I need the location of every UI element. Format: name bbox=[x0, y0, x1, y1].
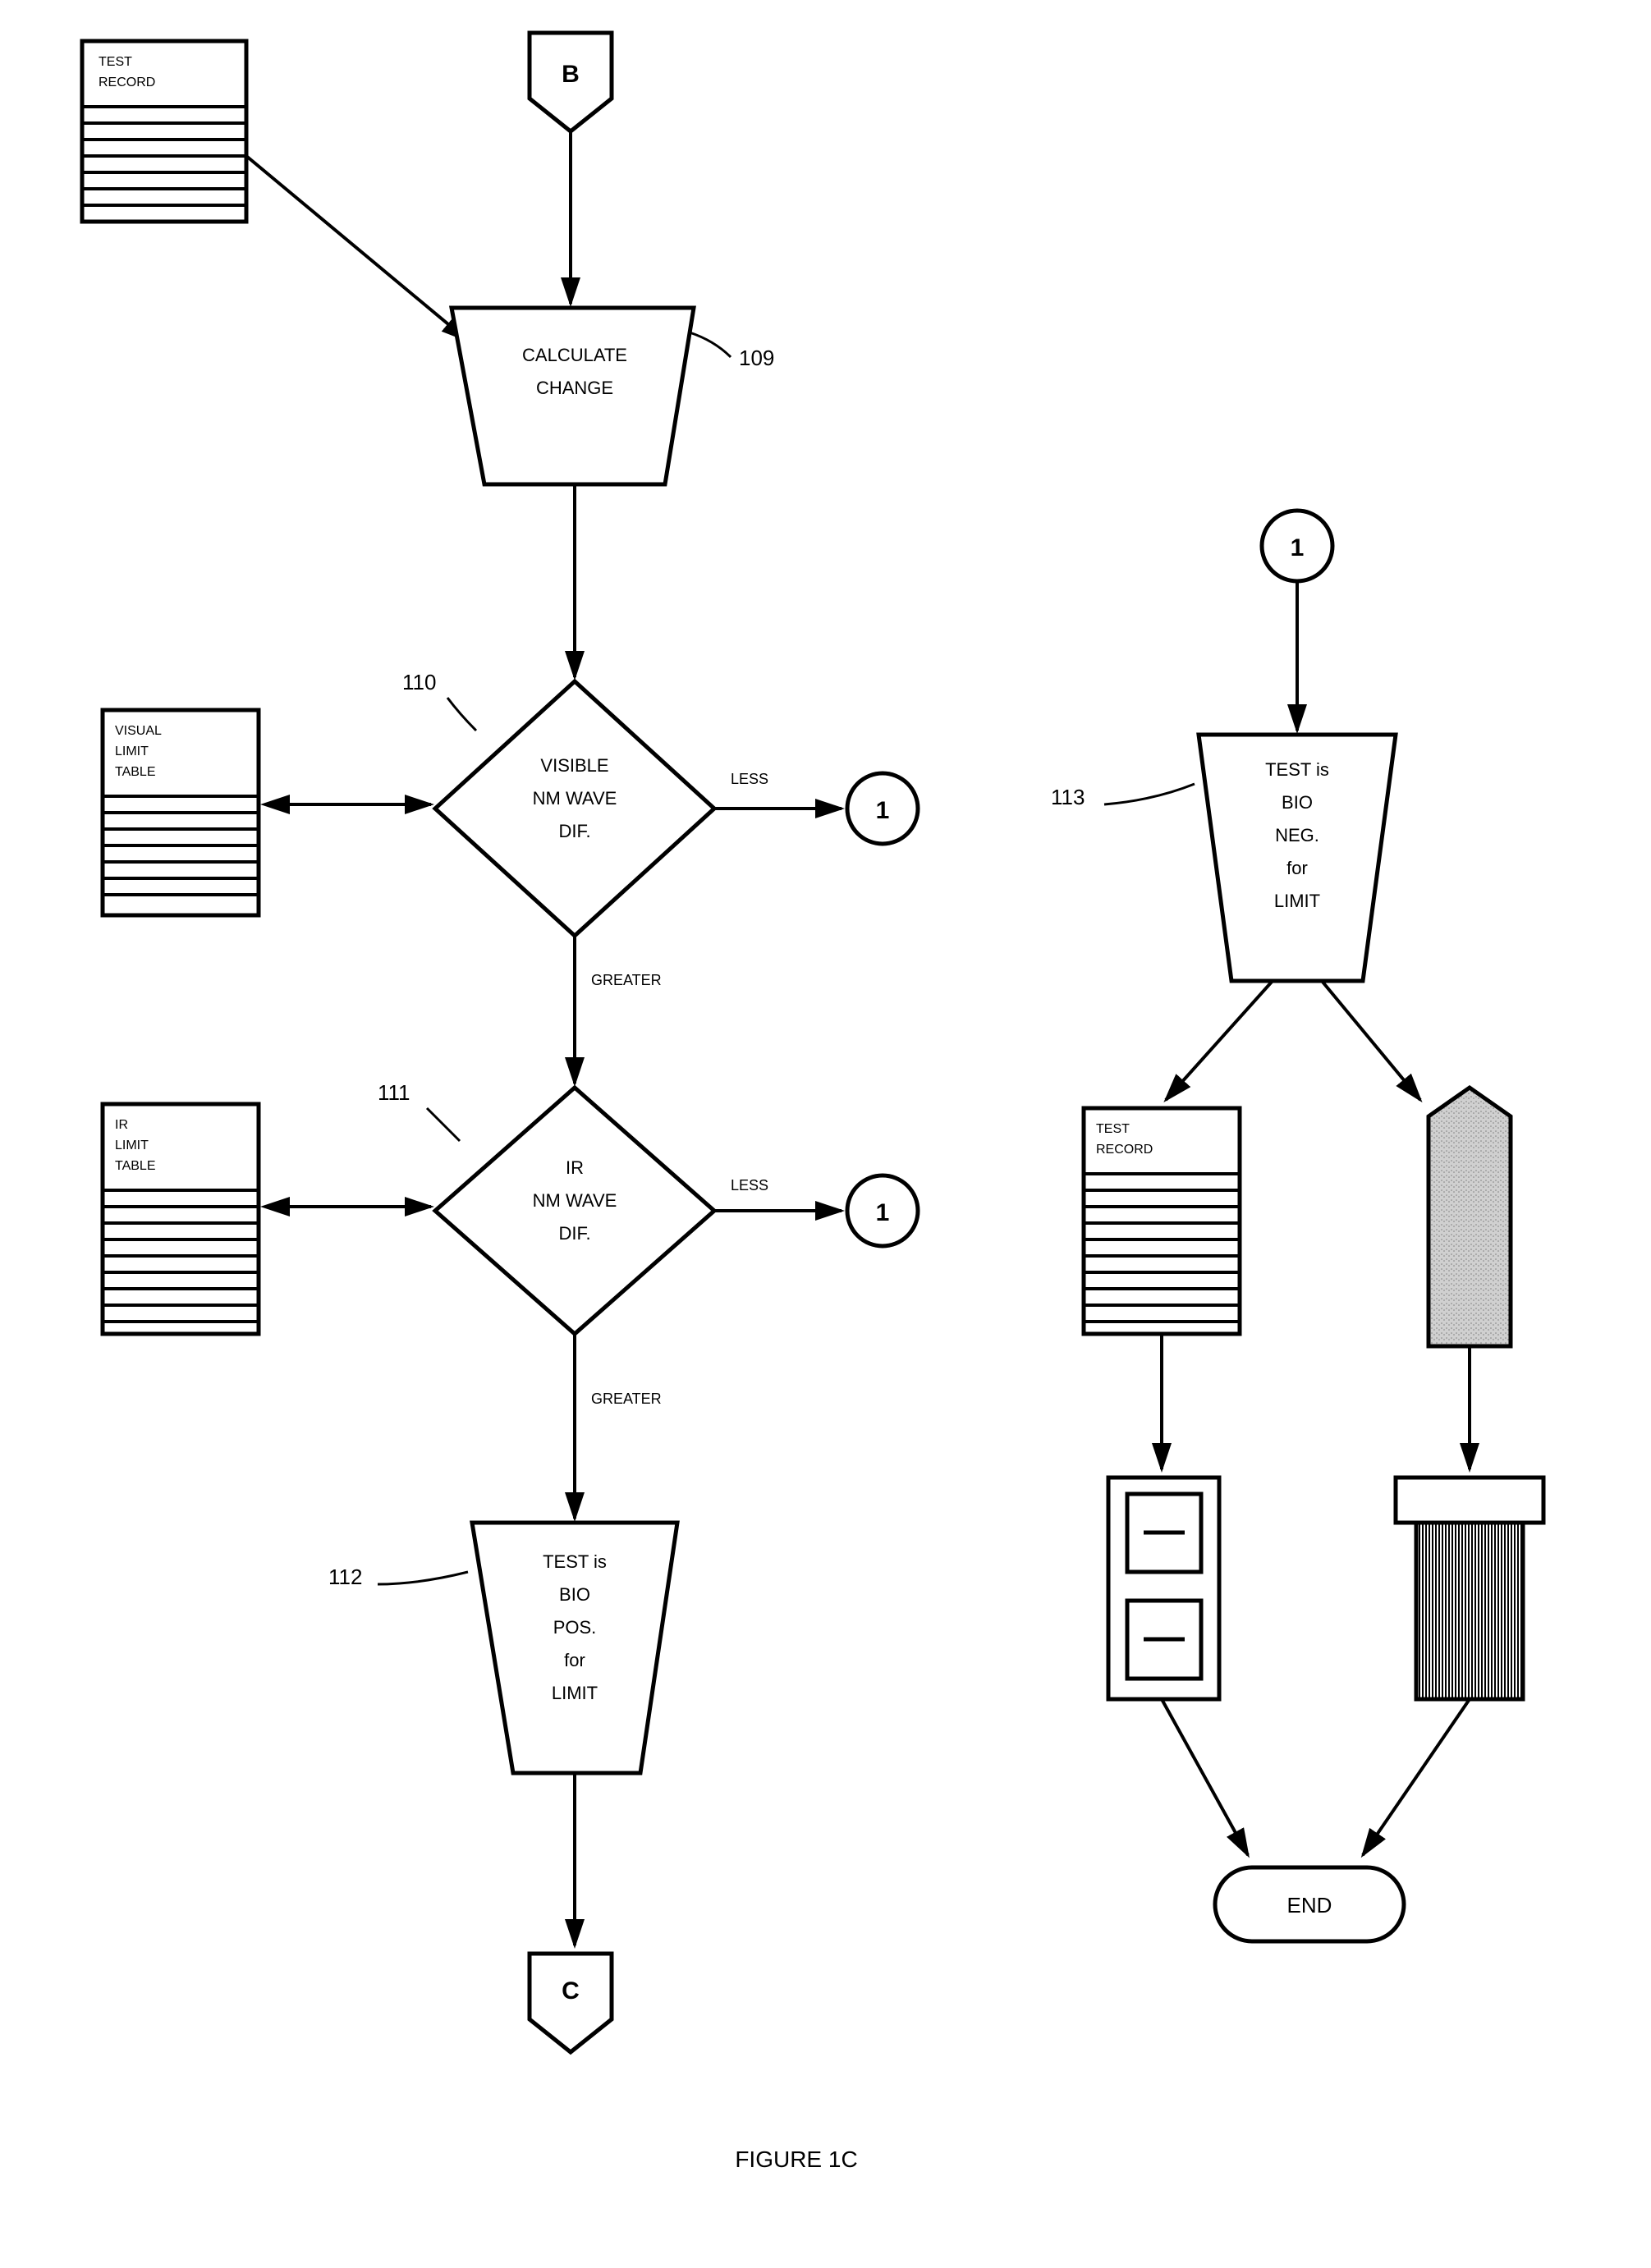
ir-ref: 111 bbox=[378, 1080, 410, 1105]
biopos-ref: 112 bbox=[328, 1565, 362, 1589]
ir-line3: DIF. bbox=[558, 1223, 590, 1244]
test-record-top-line1: TEST bbox=[99, 55, 132, 69]
bioneg-line1: TEST is bbox=[1265, 759, 1329, 780]
visible-line3: DIF. bbox=[558, 821, 590, 841]
bioneg-line3: NEG. bbox=[1275, 825, 1319, 845]
test-record-top-line2: RECORD bbox=[99, 76, 155, 89]
connector-b: B bbox=[530, 33, 612, 131]
test-bio-neg-node: TEST is BIO NEG. for LIMIT bbox=[1199, 735, 1396, 981]
visible-line2: NM WAVE bbox=[533, 788, 617, 809]
greater-label-b: GREATER bbox=[591, 1391, 662, 1407]
card-device-icon bbox=[1108, 1478, 1219, 1699]
bioneg-ref: 113 bbox=[1051, 785, 1085, 809]
greater-label-a: GREATER bbox=[591, 972, 662, 988]
visual-limit-table-node: VISUAL LIMIT TABLE bbox=[103, 710, 259, 915]
test-record-right-node: TEST RECORD bbox=[1084, 1108, 1240, 1334]
less-label-b: LESS bbox=[731, 1177, 768, 1194]
biopos-line2: BIO bbox=[559, 1584, 590, 1605]
test-record-right-line1: TEST bbox=[1096, 1122, 1130, 1136]
visual-limit-line2: LIMIT bbox=[115, 745, 149, 758]
ir-limit-line1: IR bbox=[115, 1118, 128, 1132]
ir-nm-wave-diamond: IR NM WAVE DIF. bbox=[435, 1088, 714, 1334]
visual-limit-line1: VISUAL bbox=[115, 724, 162, 738]
obelisk-icon bbox=[1429, 1088, 1511, 1346]
ir-limit-line3: TABLE bbox=[115, 1159, 156, 1173]
ir-limit-line2: LIMIT bbox=[115, 1139, 149, 1152]
svg-text:1: 1 bbox=[876, 797, 890, 824]
ir-line2: NM WAVE bbox=[533, 1190, 617, 1211]
bioneg-line2: BIO bbox=[1282, 792, 1313, 813]
calculate-change-node: CALCULATE CHANGE bbox=[452, 308, 694, 484]
biopos-line4: for bbox=[564, 1650, 585, 1670]
visible-nm-wave-diamond: VISIBLE NM WAVE DIF. bbox=[435, 681, 714, 936]
svg-text:1: 1 bbox=[1291, 534, 1305, 561]
calculate-change-line1: CALCULATE bbox=[522, 345, 627, 365]
visual-limit-line3: TABLE bbox=[115, 765, 156, 779]
end-label: END bbox=[1287, 1893, 1332, 1917]
connector-c: C bbox=[530, 1954, 612, 2052]
end-terminator: END bbox=[1215, 1867, 1404, 1941]
visible-line1: VISIBLE bbox=[540, 755, 608, 776]
ir-line1: IR bbox=[566, 1157, 584, 1178]
cylinder-tube-icon bbox=[1396, 1478, 1543, 1699]
test-record-right-line2: RECORD bbox=[1096, 1143, 1153, 1157]
calculate-change-line2: CHANGE bbox=[536, 378, 613, 398]
bioneg-line5: LIMIT bbox=[1274, 891, 1320, 911]
calculate-change-ref: 109 bbox=[739, 346, 774, 370]
figure-caption: FIGURE 1C bbox=[735, 2147, 857, 2172]
bioneg-line4: for bbox=[1286, 858, 1308, 878]
less-label-a: LESS bbox=[731, 771, 768, 787]
biopos-line3: POS. bbox=[553, 1617, 597, 1638]
svg-text:C: C bbox=[562, 1977, 580, 2005]
svg-text:1: 1 bbox=[876, 1199, 890, 1226]
test-bio-pos-node: TEST is BIO POS. for LIMIT bbox=[472, 1523, 677, 1773]
ir-limit-table-node: IR LIMIT TABLE bbox=[103, 1104, 259, 1334]
visible-ref: 110 bbox=[402, 670, 436, 694]
test-record-top-node: TEST RECORD bbox=[82, 41, 246, 222]
svg-text:B: B bbox=[562, 61, 580, 88]
biopos-line1: TEST is bbox=[543, 1551, 607, 1572]
biopos-line5: LIMIT bbox=[552, 1683, 598, 1703]
